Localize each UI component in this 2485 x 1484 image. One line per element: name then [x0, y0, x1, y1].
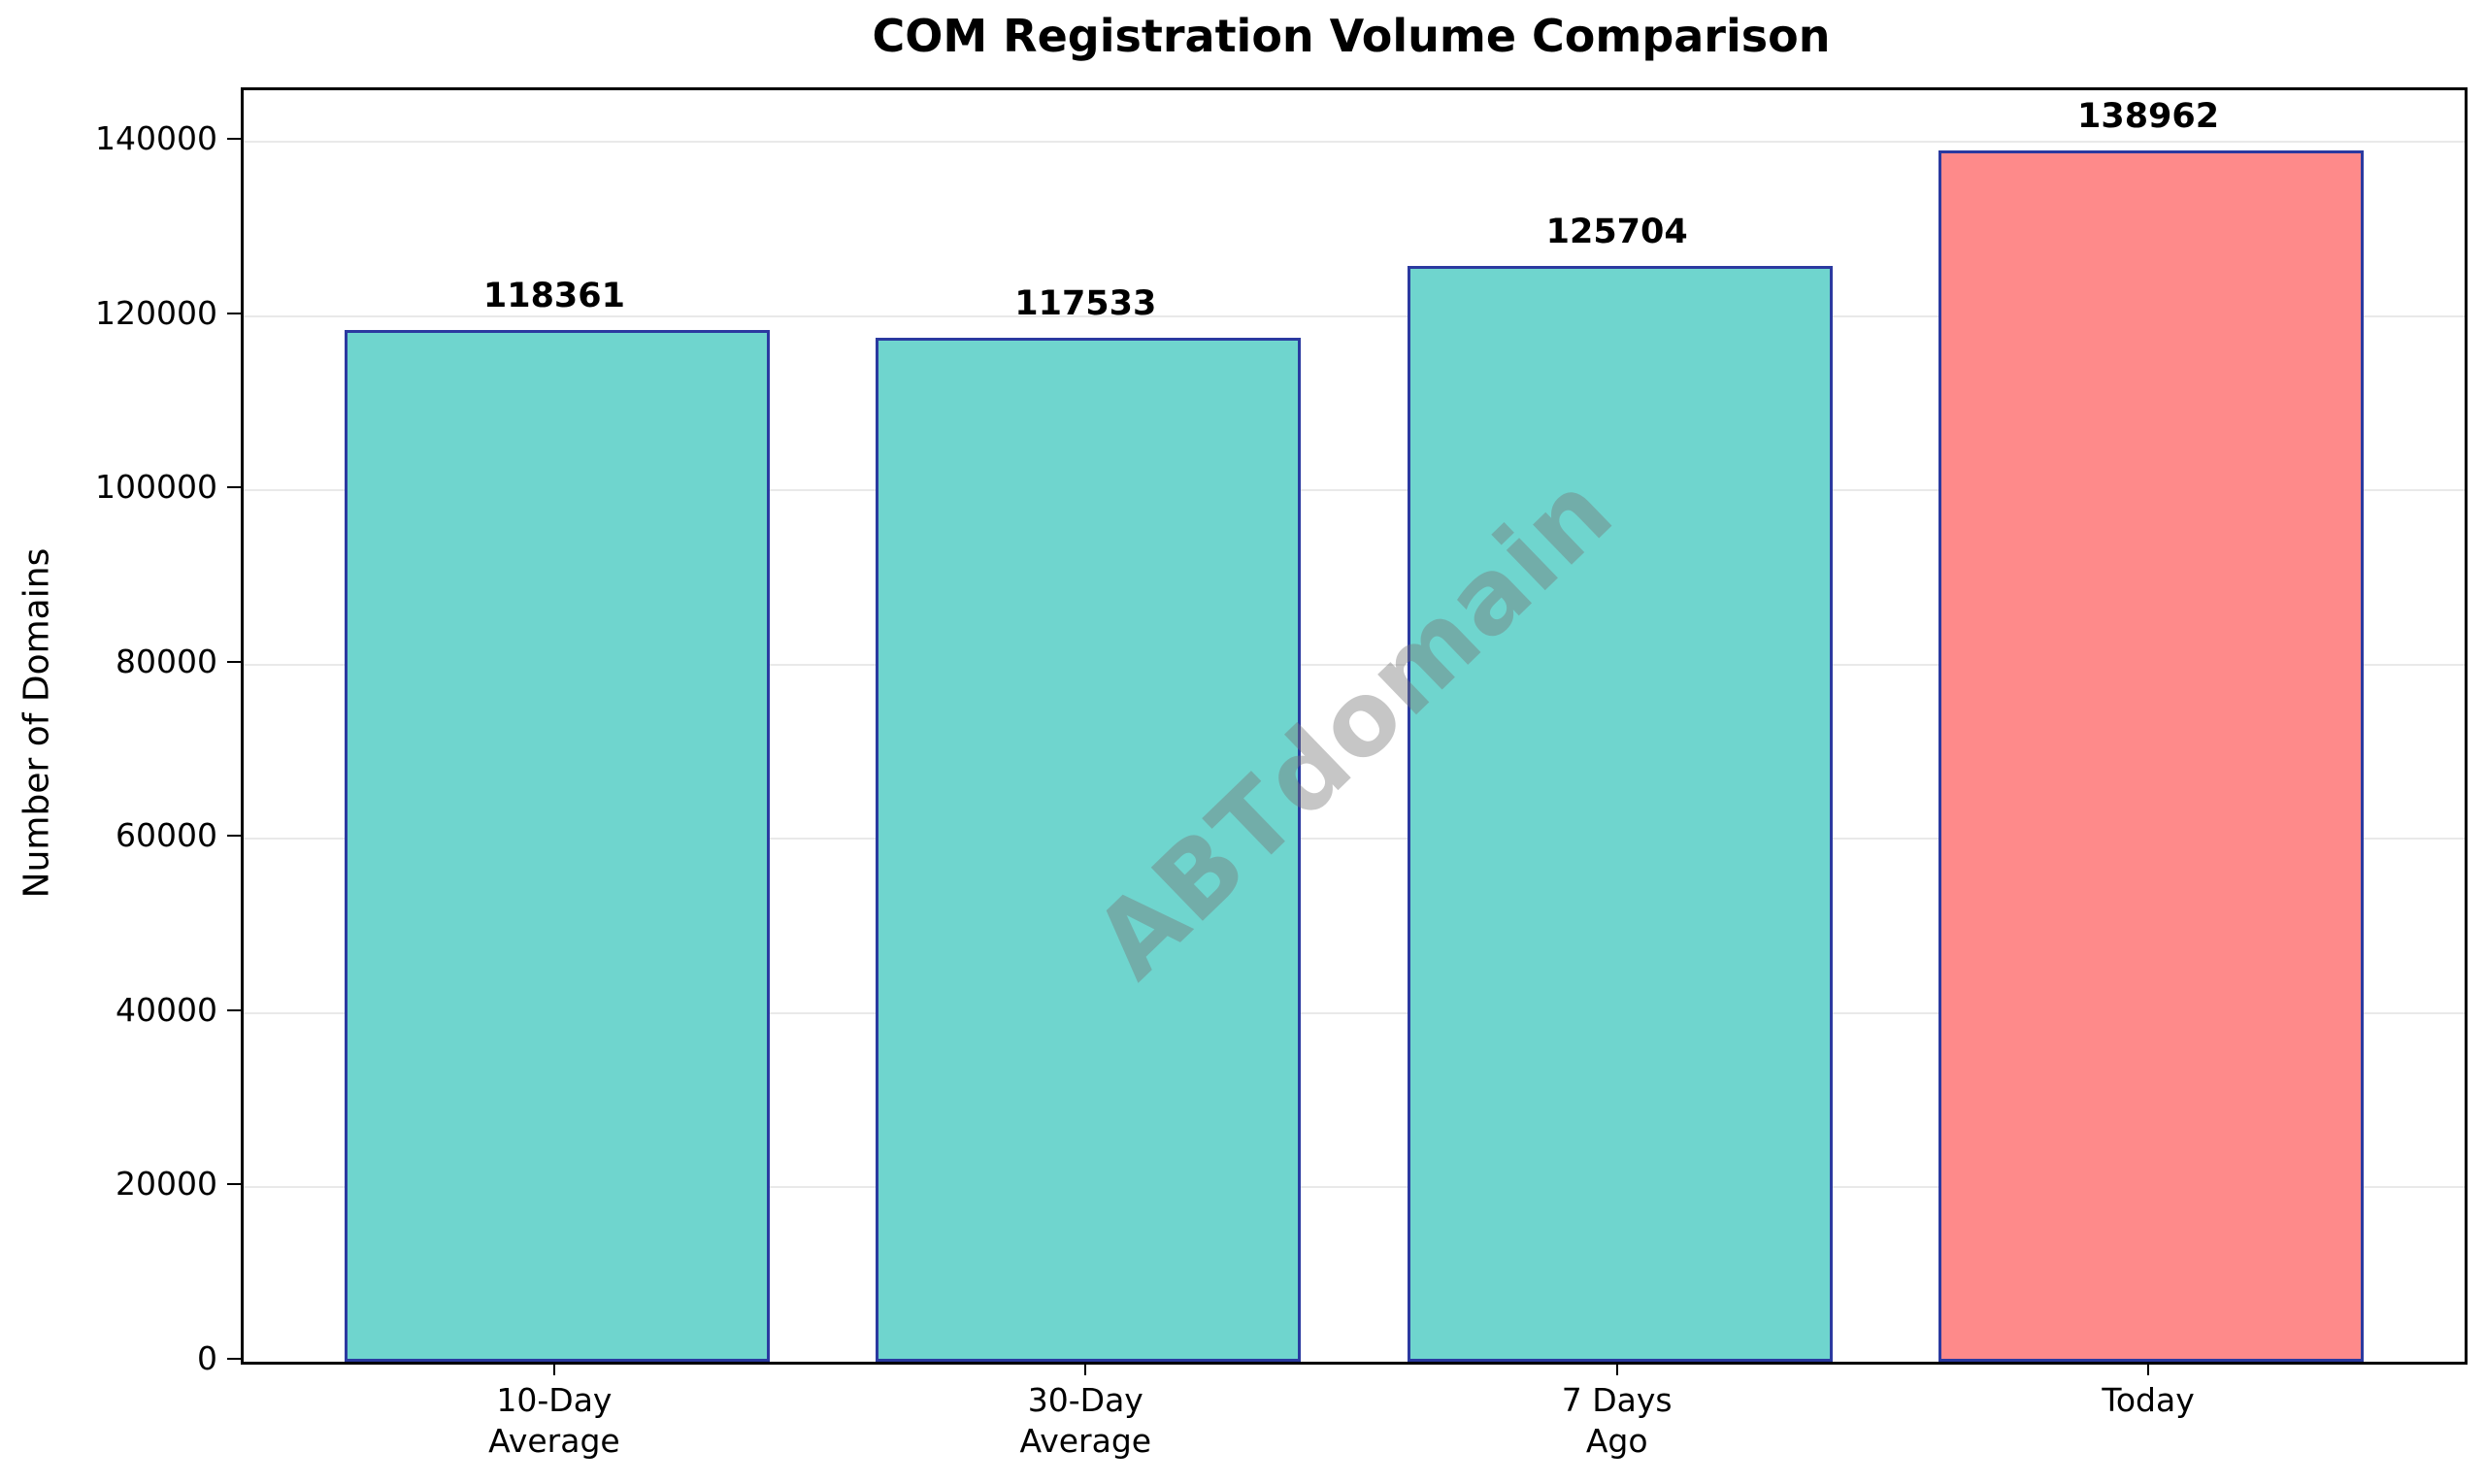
y-tick-label: 20000: [116, 1165, 217, 1204]
y-tick-label: 80000: [116, 642, 217, 680]
bar-today: [1938, 150, 2364, 1362]
y-tick-mark: [227, 1358, 241, 1360]
x-tick-label: 30-Day Average: [1019, 1381, 1152, 1460]
bar-10-day-average: [345, 330, 770, 1362]
y-tick-mark: [227, 312, 241, 314]
y-gridline: [244, 141, 2465, 144]
y-gridline: [244, 489, 2465, 492]
x-tick-mark: [552, 1362, 555, 1375]
x-tick-label: 7 Days Ago: [1561, 1381, 1673, 1460]
y-tick-label: 40000: [116, 990, 217, 1029]
x-tick-mark: [2147, 1362, 2150, 1375]
y-tick-label: 120000: [95, 293, 217, 332]
y-tick-mark: [227, 835, 241, 838]
y-tick-mark: [227, 660, 241, 663]
x-tick-label: Today: [2102, 1381, 2195, 1419]
bar-7-days-ago: [1407, 266, 1833, 1362]
y-tick-mark: [227, 138, 241, 141]
bar-value-label: 138962: [2076, 97, 2220, 137]
y-tick-mark: [227, 486, 241, 489]
y-tick-label: 60000: [116, 816, 217, 855]
y-tick-mark: [227, 1008, 241, 1011]
y-gridline: [244, 1186, 2465, 1189]
y-gridline: [244, 838, 2465, 841]
y-gridline: [244, 663, 2465, 666]
bar-30-day-average: [876, 337, 1302, 1362]
y-gridline: [244, 314, 2465, 317]
bar-value-label: 125704: [1545, 213, 1688, 252]
x-tick-mark: [1615, 1362, 1618, 1375]
y-tick-label: 140000: [95, 119, 217, 158]
chart-title: COM Registration Volume Comparison: [872, 10, 1831, 62]
bar-value-label: 117533: [1014, 283, 1157, 323]
y-tick-label: 100000: [95, 468, 217, 507]
plot-area: ABTdomain: [241, 87, 2468, 1365]
y-gridline: [244, 1011, 2465, 1014]
bar-value-label: 118361: [482, 277, 625, 316]
y-tick-label: 0: [197, 1339, 217, 1377]
y-tick-mark: [227, 1183, 241, 1186]
x-tick-label: 10-Day Average: [488, 1381, 620, 1460]
x-tick-mark: [1084, 1362, 1087, 1375]
